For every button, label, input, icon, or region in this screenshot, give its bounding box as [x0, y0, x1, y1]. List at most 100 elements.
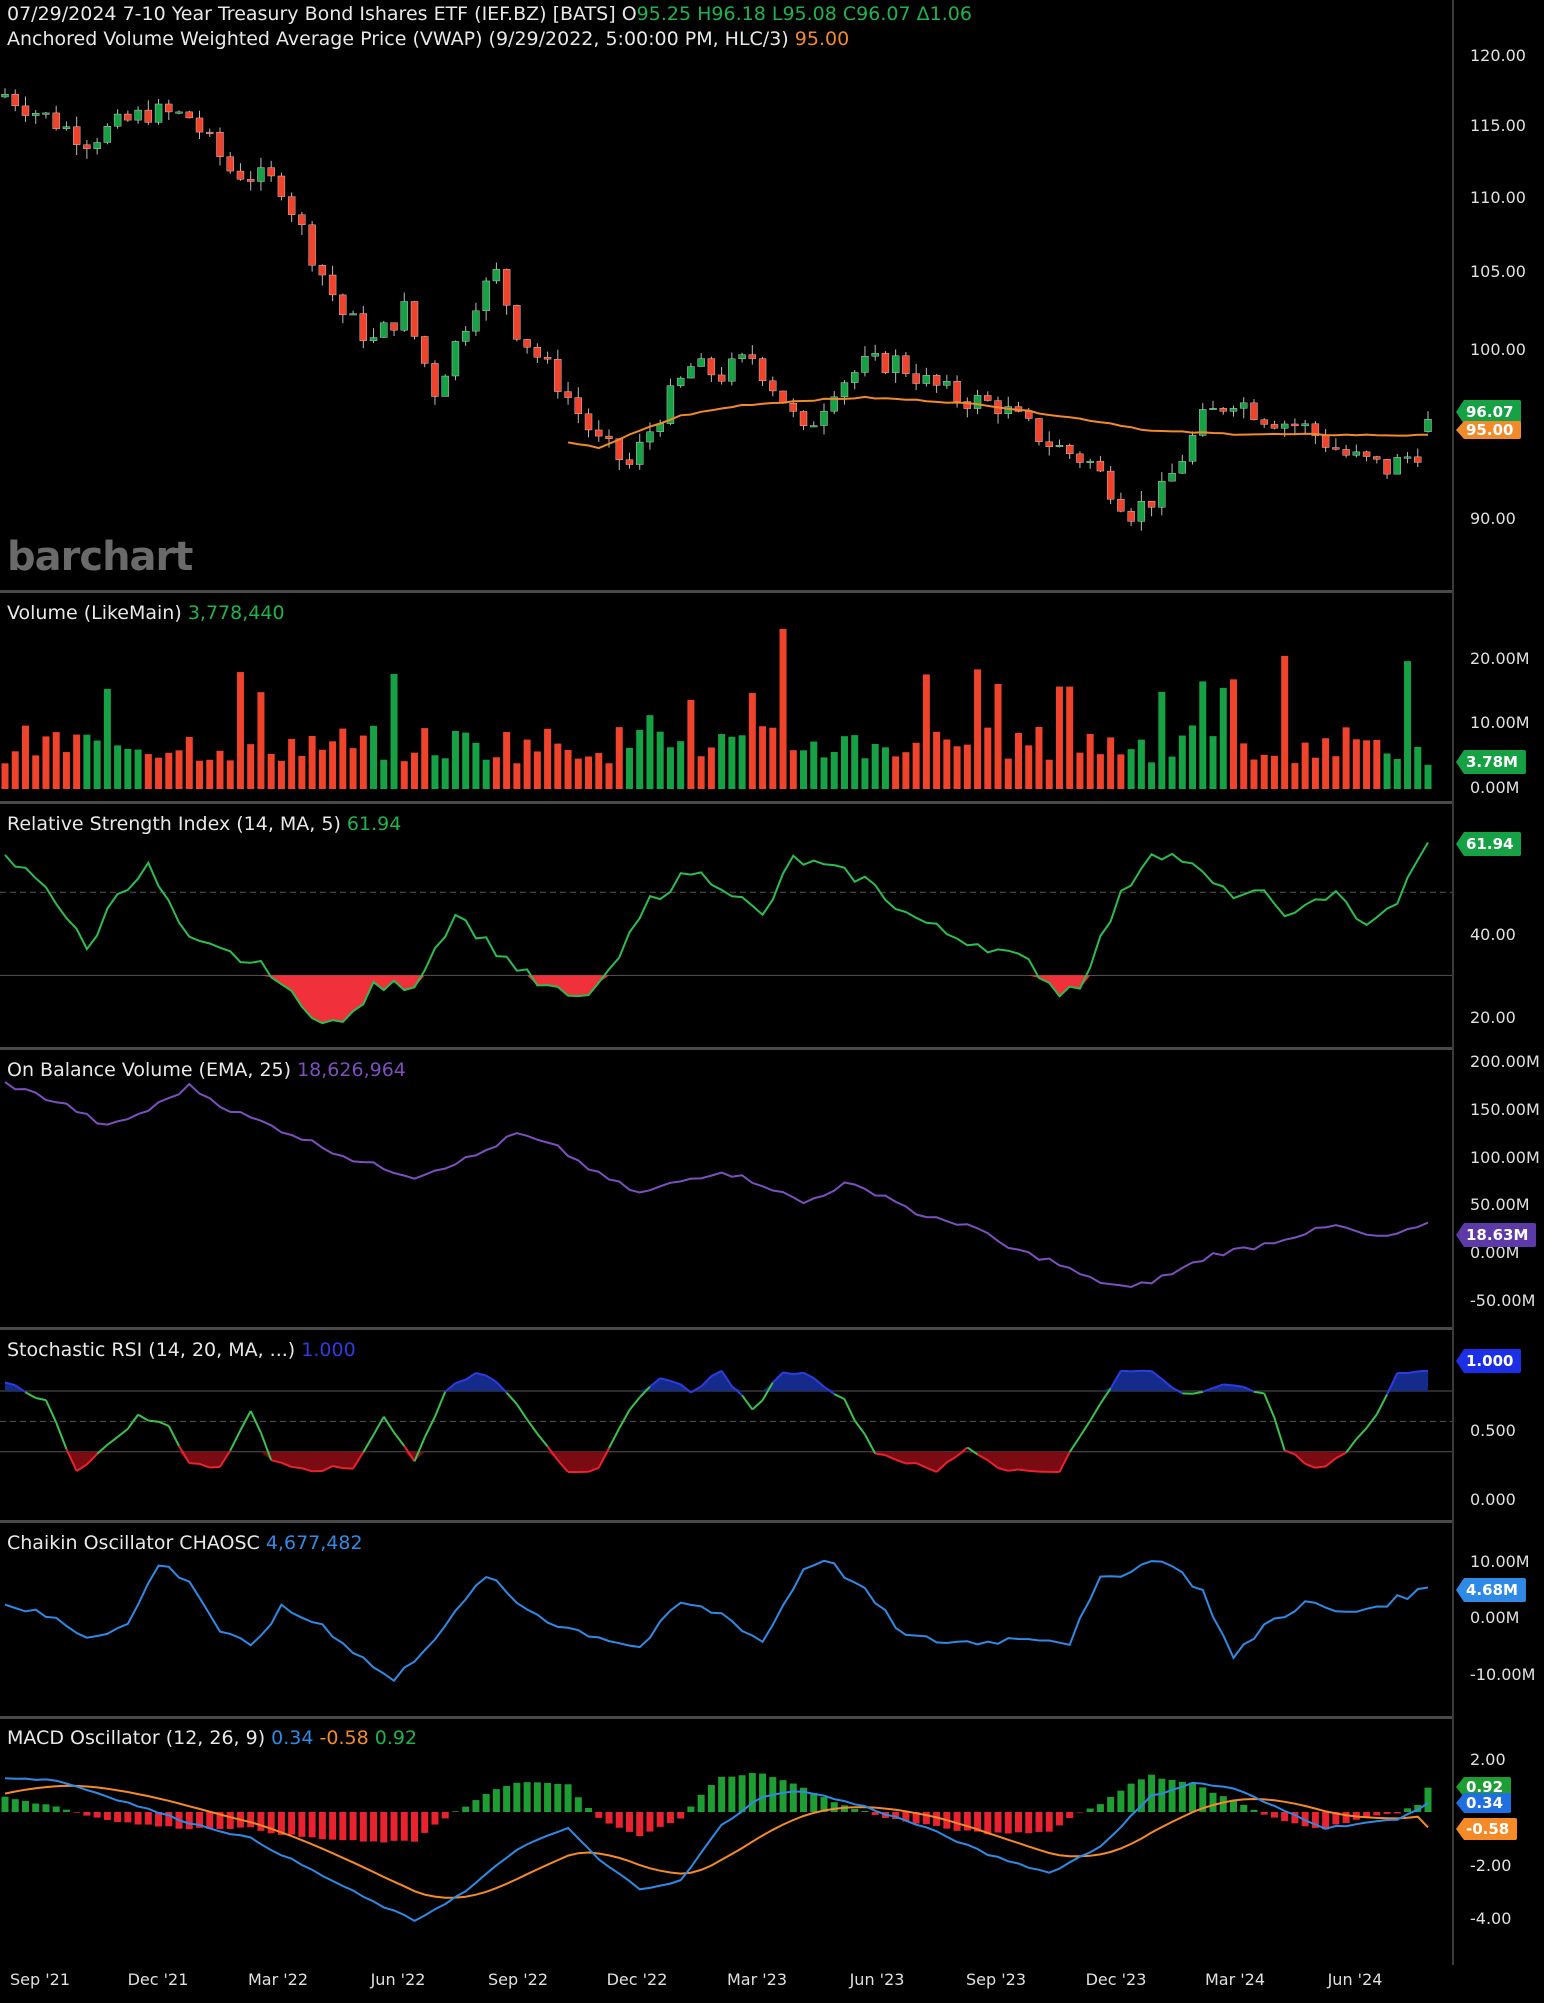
x-label: Sep '22 [488, 1970, 548, 1989]
stoch-line-segment [649, 1377, 661, 1388]
volume-bar [1025, 745, 1033, 789]
price-candle [380, 322, 388, 338]
x-label: Mar '23 [726, 1970, 788, 1989]
price-candle [502, 269, 511, 306]
header-high: H96.18 [697, 3, 766, 25]
volume-bar [165, 752, 173, 789]
stoch-line-segment [434, 1391, 447, 1417]
panel-separator[interactable] [0, 1520, 1452, 1523]
volume-bar [1035, 726, 1043, 789]
volume-bar [1229, 679, 1237, 789]
macd-histogram-bar [728, 1776, 736, 1812]
volume-bar [810, 741, 818, 789]
macd-histogram-bar [359, 1812, 367, 1842]
obv-title: On Balance Volume (EMA, 25) [7, 1059, 292, 1081]
volume-bar [933, 731, 941, 789]
stoch-line-segment [628, 1396, 641, 1411]
stoch-line-segment [1109, 1370, 1122, 1389]
macd-histogram-bar [1035, 1812, 1043, 1832]
volume-bar [953, 746, 961, 789]
panel-separator[interactable] [0, 590, 1452, 593]
price-candle [1199, 409, 1207, 436]
macd-histogram-bar [144, 1812, 152, 1825]
stoch-line-segment [178, 1445, 191, 1464]
volume-bar [974, 669, 982, 789]
obv-tick: 200.00M [1470, 1052, 1540, 1071]
stoch-line-segment [76, 1463, 88, 1472]
macd-histogram-bar [1127, 1783, 1135, 1812]
panel-separator[interactable] [0, 801, 1452, 804]
price-candle [246, 179, 255, 182]
macd-histogram-bar [687, 1806, 695, 1812]
stoch-line-segment [209, 1465, 221, 1469]
stoch-header: Stochastic RSI (14, 20, MA, ...) 1.000 [7, 1339, 356, 1361]
price-candle [1321, 435, 1330, 448]
volume-bar [349, 748, 357, 789]
macd-histogram-bar [830, 1802, 838, 1812]
stoch-title: Stochastic RSI (14, 20, MA, ...) [7, 1339, 296, 1361]
volume-bar [462, 732, 470, 789]
panel-separator[interactable] [0, 1716, 1452, 1719]
macd-histogram-bar [1291, 1812, 1299, 1824]
volume-bar [738, 735, 746, 789]
stoch-line-segment [956, 1446, 968, 1457]
price-candle [748, 354, 757, 359]
volume-bar [1301, 742, 1309, 789]
macd-histogram-bar [656, 1812, 664, 1827]
macd-histogram-bar [564, 1784, 572, 1812]
stoch-line-segment [720, 1370, 733, 1387]
volume-bar [513, 763, 521, 789]
volume-bar [390, 673, 398, 789]
macd-histogram-bar [1158, 1778, 1166, 1812]
volume-bar [554, 743, 562, 789]
stoch-line-segment [864, 1433, 877, 1455]
price-candle [799, 411, 808, 426]
panel-separator[interactable] [0, 1327, 1452, 1330]
macd-histogram-bar [441, 1812, 449, 1819]
volume-bar [1055, 686, 1063, 789]
volume-bar [1373, 740, 1381, 789]
chaikin-badge: 4.68M [1456, 1578, 1526, 1602]
stoch-line-segment [291, 1465, 303, 1470]
macd-histogram-bar [1424, 1787, 1432, 1812]
price-candle [216, 132, 224, 157]
price-candle [717, 374, 726, 382]
macd-histogram-bar [1066, 1812, 1074, 1819]
macd-signal-line [4, 1784, 1429, 1899]
macd-histogram-bar [595, 1812, 603, 1818]
stoch-line-segment [167, 1425, 180, 1447]
panel-separator[interactable] [0, 1047, 1452, 1050]
volume-bar [1404, 661, 1412, 789]
macd-histogram-bar [165, 1812, 173, 1827]
volume-bar [62, 752, 70, 789]
stoch-line-segment [4, 1381, 16, 1387]
price-candle [1403, 456, 1412, 459]
stoch-line-segment [444, 1382, 457, 1393]
macd-tick: -4.00 [1470, 1909, 1512, 1928]
macd-histogram-bar [298, 1812, 306, 1837]
stoch-line-segment [731, 1385, 743, 1397]
price-candle [93, 142, 101, 149]
macd-histogram-bar [933, 1812, 941, 1826]
macd-histogram-bar [544, 1782, 552, 1812]
volume-bar [800, 750, 808, 789]
chart-plot-area[interactable] [0, 0, 1452, 1965]
stoch-line-segment [885, 1454, 897, 1461]
stoch-line-segment [321, 1465, 334, 1472]
volume-bar [1240, 743, 1248, 789]
price-candle [615, 438, 623, 460]
stoch-line-segment [516, 1403, 528, 1421]
volume-bar [656, 731, 664, 789]
x-label: Dec '23 [1085, 1970, 1147, 1989]
price-candle [810, 425, 818, 428]
price-candle [769, 380, 777, 392]
x-label: Dec '22 [606, 1970, 668, 1989]
volume-bar [1076, 752, 1084, 789]
header-close: C96.07 [842, 3, 911, 25]
volume-bar [1209, 736, 1217, 789]
obv-tick: 0.00M [1470, 1243, 1520, 1262]
volume-bar [267, 753, 275, 789]
price-candle [758, 358, 767, 382]
price-candle [1393, 457, 1401, 475]
